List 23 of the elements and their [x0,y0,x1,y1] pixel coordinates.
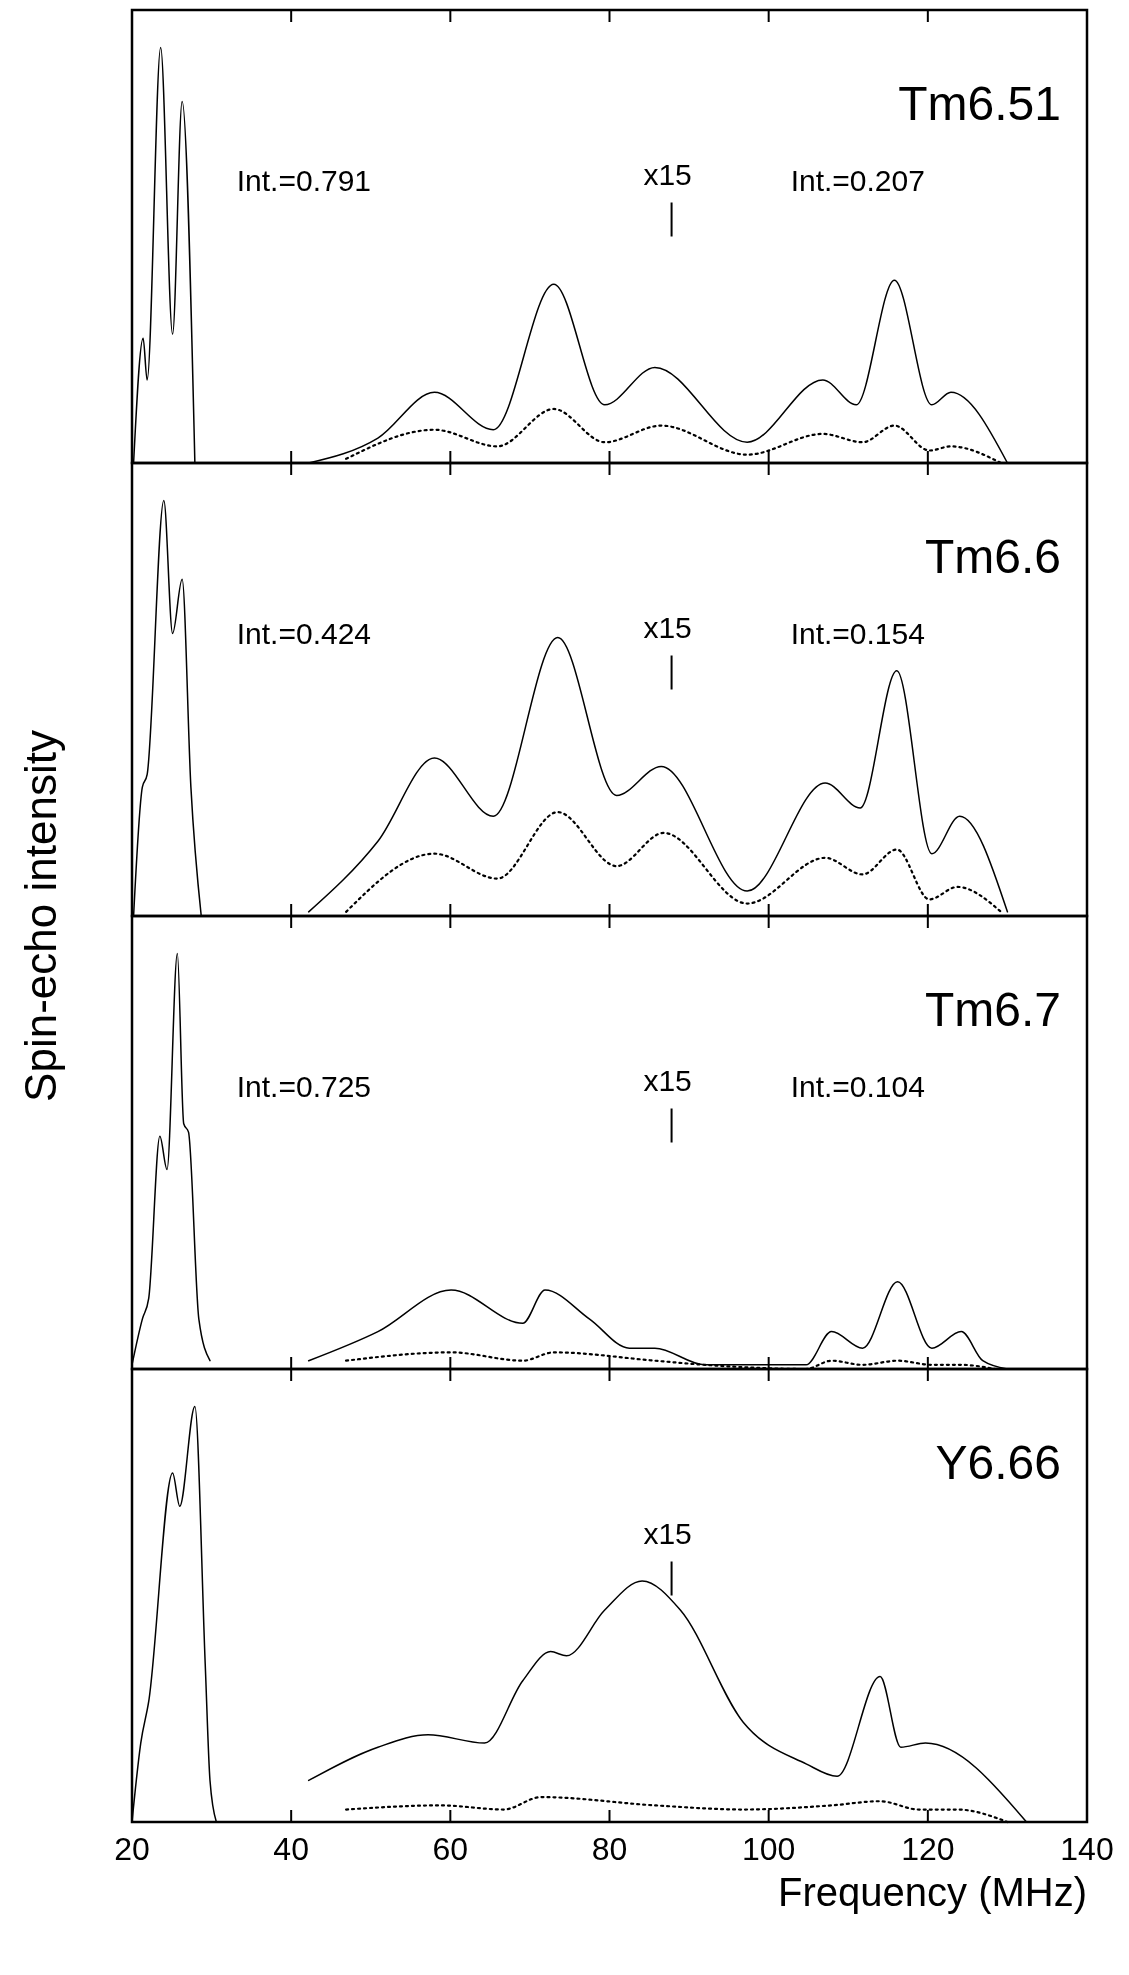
x-tick-label: 140 [1060,1831,1114,1867]
annotation: x15 [643,157,692,191]
x-tick-label: 60 [432,1831,469,1867]
x-tick-label: 100 [741,1831,796,1867]
text: Tm6.7 [924,983,1061,1036]
annotation: Int.=0.104 [790,1070,925,1104]
text: Tm6.6 [924,530,1061,583]
x-tick-label: 120 [901,1831,955,1867]
y-axis-title: Spin-echo intensity [16,730,65,1102]
text: Tm6.51 [898,77,1061,130]
annotation: x15 [643,1063,692,1097]
x-tick-label: 20 [114,1831,150,1867]
x-tick-label: 40 [273,1831,309,1867]
x-tick-label: 80 [591,1831,628,1867]
annotation: Int.=0.791 [236,164,372,198]
annotation: x15 [643,1516,692,1550]
text: Y6.66 [935,1436,1061,1489]
annotation: Int.=0.424 [236,617,372,651]
annotation: Int.=0.725 [236,1070,372,1104]
annotation: Int.=0.154 [790,617,925,651]
annotation: x15 [643,610,692,644]
x-axis-title: Frequency (MHz) [778,1870,1087,1914]
annotation: Int.=0.207 [790,164,925,198]
